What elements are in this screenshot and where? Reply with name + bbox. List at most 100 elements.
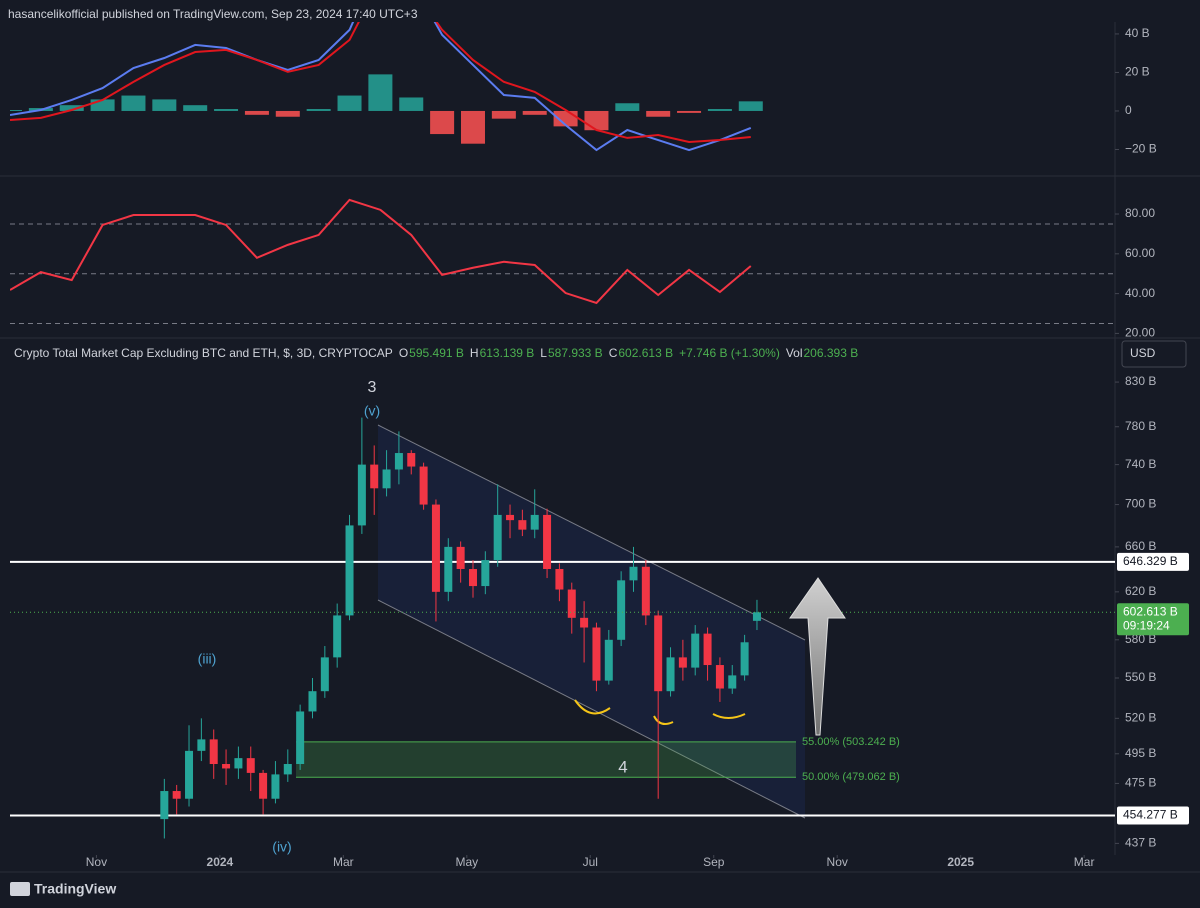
candle-body <box>740 642 749 676</box>
legend-key: O <box>399 346 408 360</box>
legend-key: C <box>609 346 618 360</box>
candle-body <box>530 514 539 530</box>
x-tick-label: May <box>455 855 478 869</box>
price-label-box <box>1117 806 1189 825</box>
price-label: 646.329 B <box>1123 554 1178 568</box>
y-tick-label: 20 B <box>1125 65 1150 79</box>
candle-body <box>419 466 428 505</box>
histogram-bar <box>738 101 763 111</box>
x-tick-label: Mar <box>333 855 354 869</box>
last-price-box <box>1117 603 1189 636</box>
last-price-label: 602.613 B <box>1123 604 1178 618</box>
arrow <box>789 577 846 736</box>
candle-body <box>370 464 379 489</box>
candle-body <box>752 612 761 621</box>
histogram-bar <box>90 99 115 111</box>
instrument-title: Crypto Total Market Cap Excluding BTC an… <box>14 346 393 360</box>
candle-body <box>506 514 515 521</box>
candle-body <box>320 657 329 692</box>
candle-body <box>592 627 601 681</box>
histogram-bar <box>214 109 239 111</box>
plot: 40 B 20 B 0 −20 B 80.00 60.00 40.00 20.00 830 B 7… <box>10 22 1189 869</box>
histogram-bar <box>275 110 300 117</box>
candle-body <box>468 569 477 587</box>
candle-body <box>345 525 354 616</box>
fib-label: 50.00% (479.062 B) <box>802 771 900 783</box>
candle-body <box>197 739 206 751</box>
drawings <box>377 424 806 819</box>
histogram-bar <box>10 109 22 111</box>
x-tick-label: Sep <box>703 855 725 869</box>
candle-body <box>728 675 737 689</box>
x-tick-label: Jul <box>583 855 598 869</box>
smile <box>712 713 746 719</box>
histogram-bar <box>183 105 208 111</box>
y-tick-label: 520 B <box>1125 711 1156 725</box>
legend-change: +7.746 B (+1.30%) <box>679 346 780 360</box>
legend: O 595.491 B H 613.139 B L 587.933 B C 602.613 B… <box>399 346 858 360</box>
fib-label: 55.00% (503.242 B) <box>802 736 900 748</box>
currency-button[interactable] <box>1121 340 1187 368</box>
candle-body <box>641 566 650 616</box>
histogram-bar <box>121 95 146 111</box>
x-tick-label: 2025 <box>947 855 974 869</box>
legend-value: 613.139 B <box>480 346 535 360</box>
channel <box>378 425 805 818</box>
y-tick-label: 437 B <box>1125 836 1156 850</box>
histogram-bar <box>491 110 516 119</box>
candle-body <box>296 711 305 765</box>
header: hasancelikofficial published on TradingV… <box>8 7 418 21</box>
legend-key: H <box>470 346 479 360</box>
histogram-bar <box>399 97 424 111</box>
candle-body <box>654 615 663 692</box>
y-tick-label: 700 B <box>1125 497 1156 511</box>
channel-line <box>377 599 806 819</box>
histogram-bar <box>707 109 732 111</box>
wave-label: (iv) <box>272 839 291 855</box>
candle-body <box>185 750 194 799</box>
panel <box>10 198 1115 324</box>
y-tick-label: 40.00 <box>1125 286 1155 300</box>
histogram-bar <box>59 105 84 111</box>
histogram-bar <box>306 109 331 111</box>
wave-label: (v) <box>364 403 380 419</box>
candle-body <box>308 691 317 712</box>
macd-line <box>10 22 751 143</box>
candle-body <box>431 504 440 592</box>
candle-body <box>567 589 576 618</box>
price-label-box <box>1117 552 1189 571</box>
candle-body <box>715 665 724 689</box>
candle-body <box>357 464 366 526</box>
currency[interactable]: USD <box>1130 346 1156 360</box>
y-tick-label: 780 B <box>1125 419 1156 433</box>
y-tick-label: 740 B <box>1125 457 1156 471</box>
candle-body <box>382 469 391 489</box>
candle-body <box>407 453 416 467</box>
candle-body <box>580 617 589 628</box>
footer-brand: TradingView <box>34 881 116 897</box>
x-tick-label: Nov <box>86 855 107 869</box>
histogram-bar <box>677 110 702 113</box>
x-tick-label: Mar <box>1074 855 1095 869</box>
y-tick-label: 495 B <box>1125 746 1156 760</box>
histogram-bar <box>430 110 455 135</box>
candle-body <box>456 546 465 570</box>
candle-body <box>222 764 231 769</box>
logo <box>10 882 30 896</box>
candle-body <box>518 520 527 530</box>
y-tick-label: 60.00 <box>1125 246 1155 260</box>
histogram-bar <box>522 110 547 115</box>
y-tick-label: 475 B <box>1125 776 1156 790</box>
histogram-bar <box>152 99 177 111</box>
candle-body <box>271 774 280 799</box>
wave-label: (iii) <box>198 651 217 667</box>
histogram-bar <box>337 95 362 111</box>
y-tick-label: 80.00 <box>1125 206 1155 220</box>
histogram-bar <box>244 110 269 115</box>
channel-line <box>377 424 806 641</box>
price-label: 454.277 B <box>1123 808 1178 822</box>
fib-zone <box>296 741 796 778</box>
candle-body <box>394 453 403 470</box>
candle-body <box>691 633 700 668</box>
